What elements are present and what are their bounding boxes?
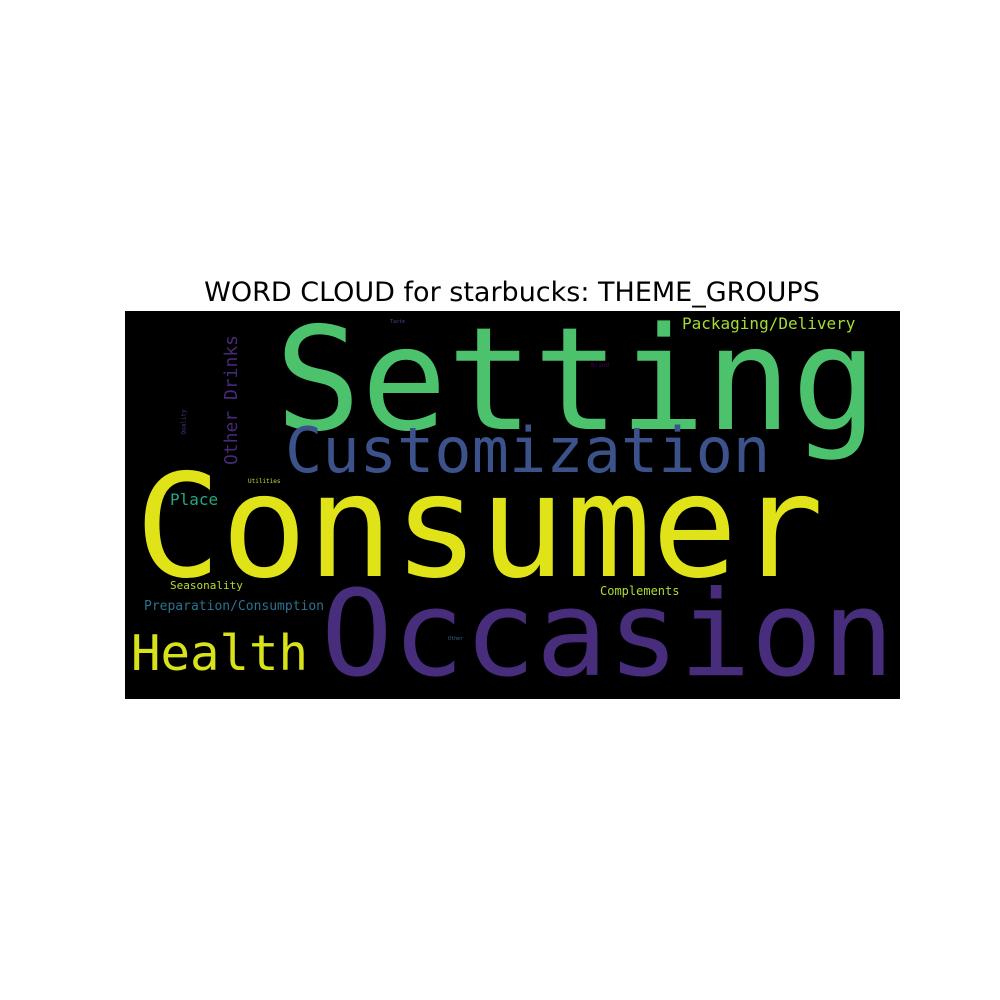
word-other: Other (448, 636, 464, 642)
word-seasonality: Seasonality (170, 579, 243, 592)
word-other-drinks: Other Drinks (221, 334, 242, 466)
word-utilities: Utilities (248, 478, 281, 485)
word-taste: Taste (390, 319, 406, 325)
word-consumer: Consumer (135, 443, 824, 610)
word-setting: Setting (275, 311, 878, 463)
word-cloud: Setting Customization Consumer Occasion … (125, 311, 900, 699)
word-customization: Customization (285, 414, 771, 487)
word-complements: Complements (600, 584, 680, 598)
word-quality: Quality (180, 409, 188, 435)
word-health: Health (131, 625, 309, 682)
word-occasion: Occasion (321, 566, 895, 699)
word-preparation-consumption: Preparation/Consumption (144, 599, 325, 614)
chart-title: WORD CLOUD for starbucks: THEME_GROUPS (204, 277, 820, 308)
word-place: Place (170, 490, 219, 509)
word-packaging-delivery: Packaging/Delivery (682, 314, 856, 333)
word-brand: Brand (591, 362, 610, 369)
